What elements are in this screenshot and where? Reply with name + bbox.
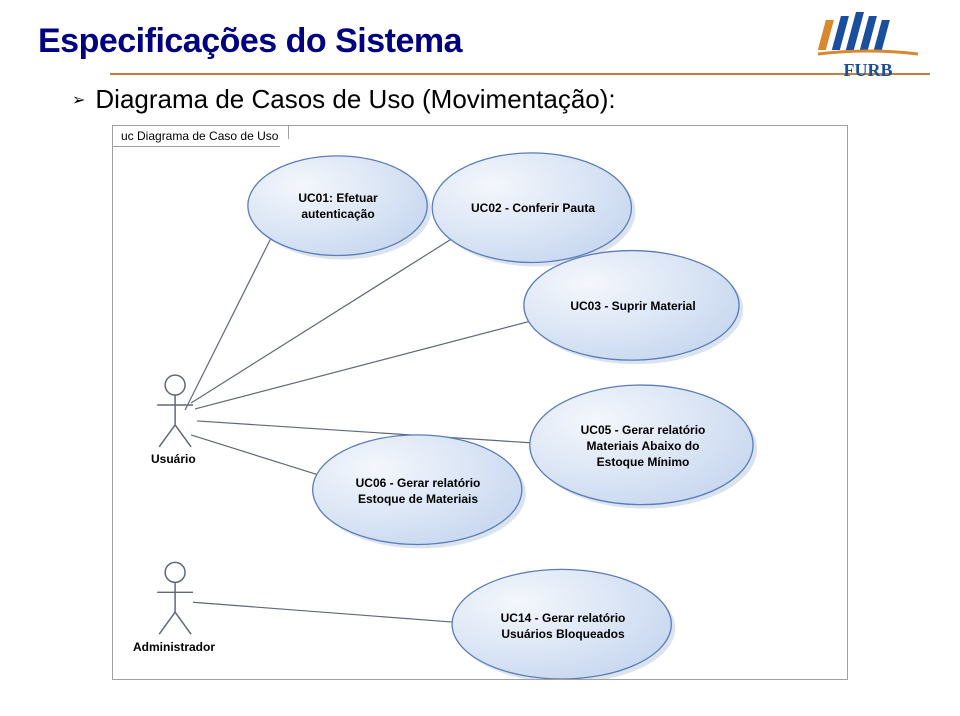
usecase-uc01: UC01: Efetuarautenticação (248, 181, 428, 231)
subtitle: Diagrama de Casos de Uso (Movimentação): (95, 84, 615, 115)
diagram-frame: uc Diagrama de Caso de Uso (112, 125, 848, 680)
actor-admin-label: Administrador (133, 640, 215, 654)
usecase-uc06: UC06 - Gerar relatórioEstoque de Materia… (313, 471, 523, 511)
usecase-uc03: UC03 - Suprir Material (525, 294, 741, 318)
bullet-chevron-icon: ➢ (72, 90, 85, 110)
actor-admin-icon (157, 562, 193, 634)
svg-text:FURB: FURB (844, 60, 893, 80)
actor-user-icon (157, 375, 193, 447)
page-title: Especificações do Sistema (38, 22, 462, 61)
association-lines (185, 239, 532, 623)
usecase-uc05: UC05 - Gerar relatórioMateriais Abaixo d… (531, 416, 755, 476)
usecase-uc02: UC02 - Conferir Pauta (433, 196, 633, 220)
actor-user-label: Usuário (151, 452, 196, 466)
frame-label: uc Diagrama de Caso de Uso (112, 125, 289, 147)
title-separator (110, 73, 930, 75)
furb-logo: FURB (808, 12, 928, 92)
subtitle-row: ➢ Diagrama de Casos de Uso (Movimentação… (72, 84, 616, 115)
usecase-uc14: UC14 - Gerar relatórioUsuários Bloqueado… (453, 606, 673, 646)
